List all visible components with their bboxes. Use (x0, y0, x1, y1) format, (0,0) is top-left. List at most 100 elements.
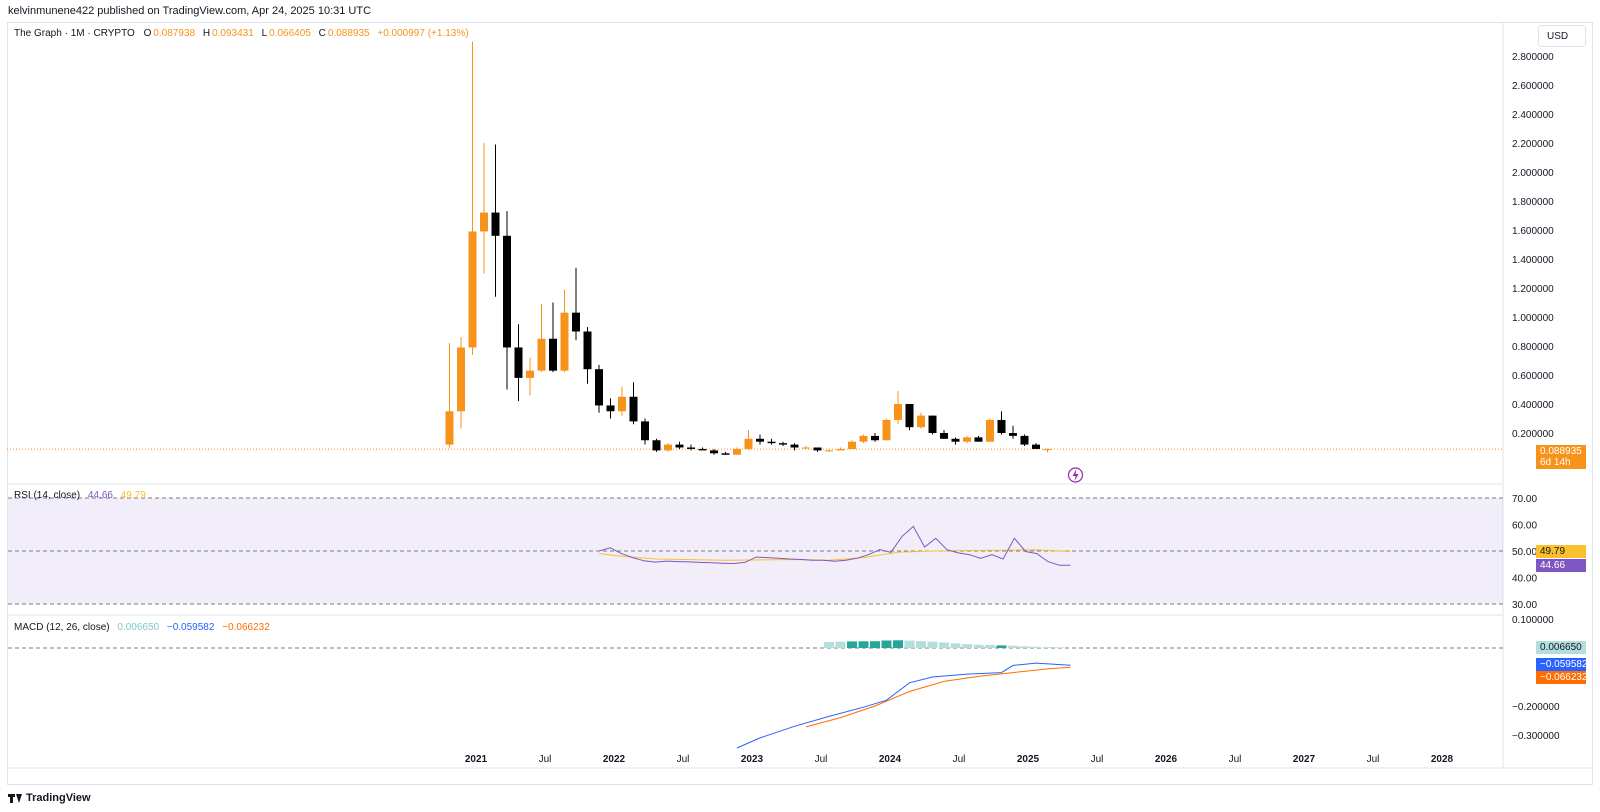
price-axis-tick: 1.200000 (1512, 284, 1554, 295)
chart-frame (7, 22, 1593, 785)
currency-selector[interactable]: USD (1538, 25, 1586, 47)
candle-body (859, 435, 868, 442)
rsi-axis-tick: 50.00 (1512, 547, 1537, 558)
macd-signal-value: −0.066232 (222, 622, 270, 633)
rsi-label[interactable]: RSI (14, close) (14, 490, 81, 501)
bar-countdown: 6d 14h (1540, 457, 1571, 468)
time-axis-tick: Jul (1367, 754, 1380, 765)
candle-body (1032, 444, 1040, 449)
footer-brand[interactable]: TradingView (8, 792, 91, 804)
high-label: H (202, 28, 211, 39)
candle-body (618, 396, 626, 412)
macd-histogram-bar (870, 641, 880, 648)
time-axis-tick: 2023 (741, 754, 764, 765)
footer-brand-label: TradingView (26, 792, 91, 804)
candle-body (951, 438, 960, 442)
candle-body (790, 444, 799, 448)
price-axis-tick: 0.200000 (1512, 429, 1554, 440)
open-label: O (143, 28, 152, 39)
macd-histogram-bar (996, 645, 1007, 648)
rsi-axis-tick: 30.00 (1512, 600, 1537, 611)
close-label: C (318, 28, 326, 39)
time-axis-tick: Jul (953, 754, 966, 765)
rsi-axis-tick: 70.00 (1512, 494, 1537, 505)
candle-body (997, 419, 1006, 433)
candle-body (882, 419, 891, 441)
price-axis-tick: 2.400000 (1512, 110, 1554, 121)
rsi-tag: 44.66 (1536, 559, 1586, 572)
candle-body (974, 437, 983, 442)
price-axis-tick: 1.800000 (1512, 197, 1554, 208)
macd-histogram-bar (881, 640, 892, 648)
macd-histogram-bar (824, 641, 834, 648)
rsi-value: 44.66 (87, 490, 113, 501)
price-axis-tick: 1.400000 (1512, 255, 1554, 266)
candle-body (767, 441, 776, 444)
time-axis-tick: 2024 (879, 754, 902, 765)
macd-histogram-bar (1031, 646, 1041, 648)
candle-body (583, 331, 592, 370)
macd-hist-tag: 0.006650 (1536, 641, 1586, 654)
low-value: 0.066405 (269, 28, 311, 39)
candle-body (894, 404, 902, 420)
rsi-ma-tag: 49.79 (1536, 545, 1586, 558)
candle-body (664, 444, 672, 451)
macd-axis-tick: −0.300000 (1512, 731, 1560, 742)
change-value: +0.000997 (+1.13%) (377, 28, 469, 39)
candle-body (480, 212, 488, 232)
time-axis-tick: Jul (1091, 754, 1104, 765)
lightning-bolt-icon (1072, 469, 1079, 481)
macd-histogram-bar (835, 641, 846, 648)
symbol-title[interactable]: The Graph · 1M · CRYPTO (14, 28, 135, 39)
candle-body (491, 212, 500, 236)
price-axis-tick: 0.400000 (1512, 400, 1554, 411)
price-axis-tick: 2.200000 (1512, 139, 1554, 150)
rsi-legend: RSI (14, close) 44.66 49.79 (14, 490, 148, 501)
macd-histogram-bar (962, 644, 972, 648)
close-value: 0.088935 (327, 28, 370, 39)
candle-body (468, 231, 477, 348)
price-axis-tick: 1.000000 (1512, 313, 1554, 324)
macd-hist-value: 0.006650 (117, 622, 160, 633)
publisher-header: kelvinmunene422 published on TradingView… (8, 5, 372, 17)
candle-body (871, 435, 879, 441)
macd-histogram-bar (1054, 647, 1064, 648)
candle-body (629, 396, 638, 422)
time-axis-tick: 2026 (1155, 754, 1178, 765)
candle-body (986, 419, 994, 442)
time-axis-tick: Jul (815, 754, 828, 765)
price-axis-tick: 1.600000 (1512, 226, 1554, 237)
macd-axis-tick: 0.100000 (1512, 615, 1554, 626)
time-axis-tick: 2021 (465, 754, 488, 765)
rsi-axis-tick: 40.00 (1512, 574, 1537, 585)
low-label: L (261, 28, 268, 39)
macd-histogram-bar (847, 641, 857, 648)
tradingview-logo-icon (8, 793, 22, 803)
macd-legend: MACD (12, 26, close) 0.006650 −0.059582 … (14, 622, 272, 633)
candle-body (675, 444, 684, 448)
candle-body (572, 312, 580, 332)
high-value: 0.093431 (212, 28, 254, 39)
price-legend: The Graph · 1M · CRYPTO O 0.087938 H 0.093… (14, 28, 474, 39)
macd-label[interactable]: MACD (12, 26, close) (14, 622, 110, 633)
macd-histogram-bar (973, 644, 984, 648)
macd-histogram-bar (904, 640, 915, 648)
macd-line-tag: −0.059582 (1536, 658, 1588, 671)
candle-body (733, 448, 741, 455)
candle-body (1043, 449, 1052, 451)
candle-body (687, 447, 695, 449)
candle-body (514, 347, 523, 378)
candle-body (779, 443, 787, 445)
candle-body (940, 433, 948, 439)
candle-body (802, 447, 810, 449)
candle-body (905, 404, 914, 428)
rsi-axis-tick: 60.00 (1512, 521, 1537, 532)
candle-body (503, 235, 511, 348)
rsi-band (8, 498, 1503, 604)
candle-body (549, 338, 557, 371)
macd-line (736, 662, 1071, 749)
price-axis-tick: 0.600000 (1512, 371, 1554, 382)
candle-body (652, 440, 661, 451)
price-axis-tick: 2.600000 (1512, 81, 1554, 92)
